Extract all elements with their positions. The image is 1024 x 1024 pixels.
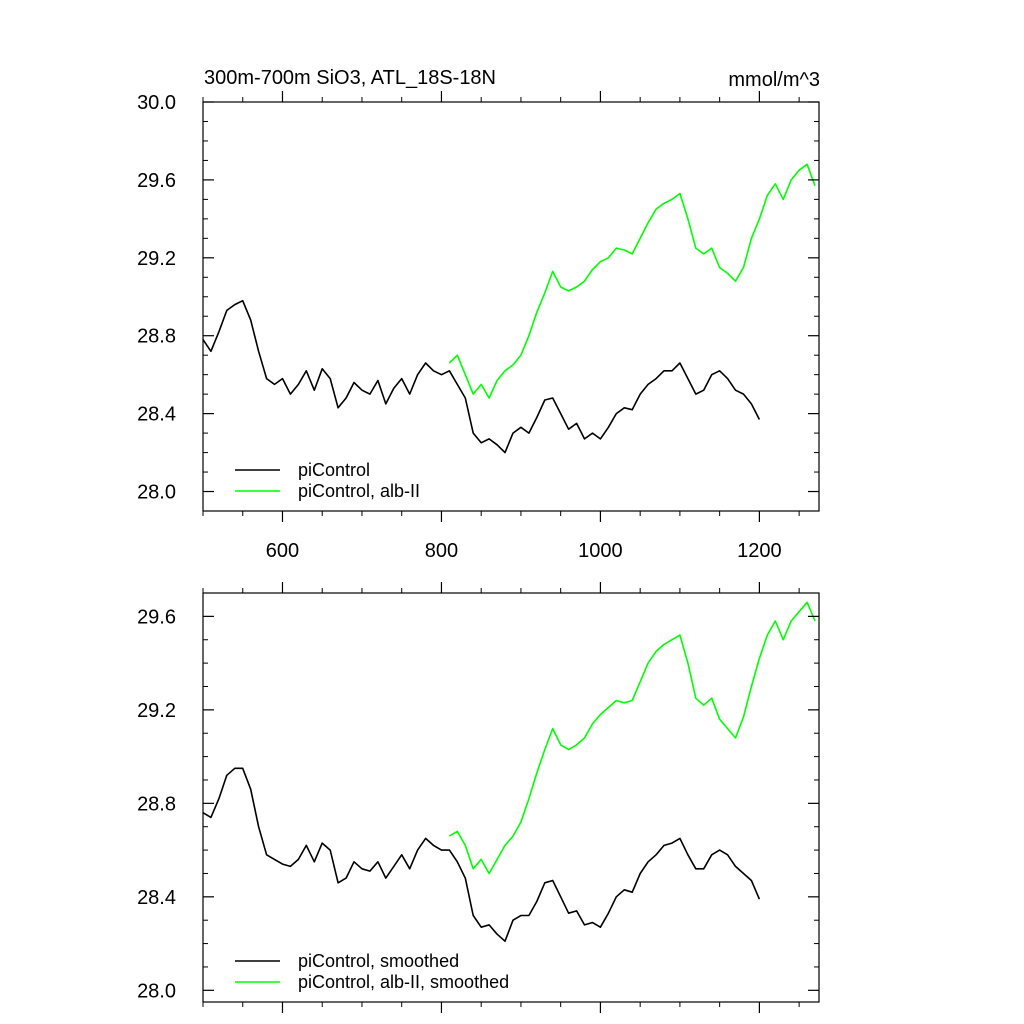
bottom-legend: piControl, smoothed piControl, alb-II, s… — [235, 951, 509, 992]
bottom-tick-layer: 28.0 28.4 28.8 29.2 29.6 — [137, 582, 819, 1013]
y-tick-label: 28.4 — [137, 887, 176, 909]
top-legend: piControl piControl, alb-II — [235, 460, 420, 501]
y-tick-label: 29.6 — [137, 606, 176, 628]
y-tick-label: 28.8 — [137, 793, 176, 815]
legend-label-picontrol-smoothed: piControl, smoothed — [298, 951, 459, 971]
y-tick-label: 28.0 — [137, 482, 176, 504]
legend-label-picontrol-alb-ii: piControl, alb-II — [298, 481, 420, 501]
chart-title: 300m-700m SiO3, ATL_18S-18N — [204, 67, 496, 89]
series-line-picontrol — [202, 299, 761, 454]
legend-label-picontrol: piControl — [298, 460, 370, 480]
y-tick-label: 28.0 — [137, 980, 176, 1002]
y-tick-label: 28.4 — [137, 404, 176, 426]
series-line-picontrol-alb-ii — [448, 163, 816, 399]
top-tick-layer: 600 800 1000 1200 28.0 28.4 28.8 29.2 29.6 30.0 — [137, 91, 819, 562]
y-tick-label: 30.0 — [137, 92, 176, 114]
y-tick-label: 29.2 — [137, 248, 176, 270]
units-label: mmol/m^3 — [728, 69, 820, 91]
x-tick-label: 800 — [425, 540, 458, 562]
x-tick-label: 1000 — [578, 540, 623, 562]
y-tick-label: 29.2 — [137, 700, 176, 722]
series-line-picontrol-alb-ii-smoothed — [448, 601, 816, 875]
y-tick-label: 28.8 — [137, 326, 176, 348]
top-series-layer — [202, 163, 816, 454]
x-tick-label: 1200 — [737, 540, 782, 562]
series-line-picontrol-smoothed — [202, 767, 761, 943]
legend-label-picontrol-alb-ii-smoothed: piControl, alb-II, smoothed — [298, 972, 509, 992]
y-tick-label: 29.6 — [137, 170, 176, 192]
top-panel: 300m-700m SiO3, ATL_18S-18N mmol/m^3 600… — [137, 67, 820, 562]
x-tick-label: 600 — [266, 540, 299, 562]
bottom-series-layer — [202, 601, 816, 943]
bottom-plot-frame — [202, 592, 820, 1003]
bottom-panel: 28.0 28.4 28.8 29.2 29.6 piControl, smoothed… — [137, 582, 820, 1013]
top-plot-frame — [202, 101, 820, 512]
